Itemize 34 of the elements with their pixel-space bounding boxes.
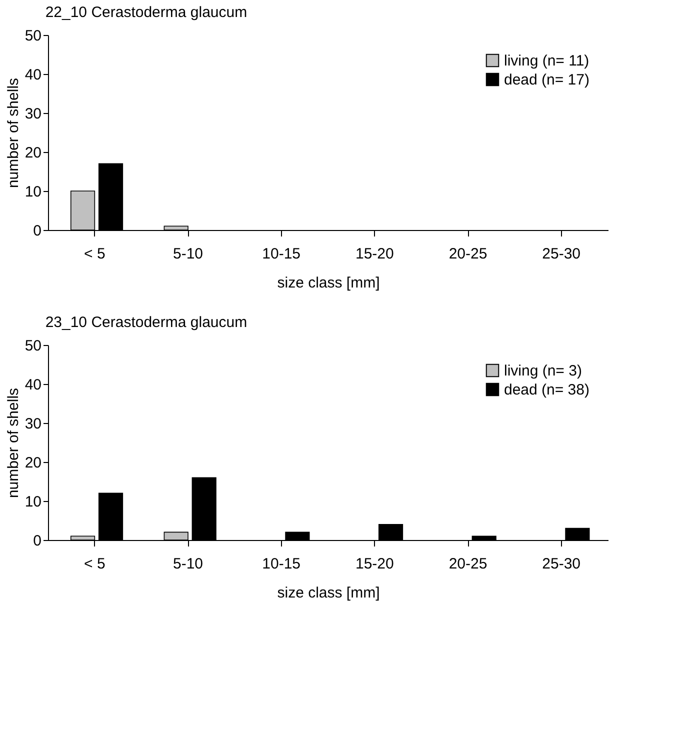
x-tick-label: 25-30 (542, 246, 581, 262)
chart-title: 22_10 Cerastoderma glaucum (45, 4, 248, 21)
chart-title: 23_10 Cerastoderma glaucum (45, 314, 248, 331)
y-tick-label: 10 (24, 494, 42, 510)
y-tick-label: 50 (24, 338, 42, 354)
x-tick-label: 25-30 (542, 556, 581, 572)
legend-label: dead (n= 17) (504, 72, 590, 88)
y-tick-label: 30 (24, 106, 42, 122)
x-tick-label: 20-25 (448, 246, 488, 262)
y-axis-title: number of shells (4, 388, 22, 498)
y-tick-label: 0 (33, 222, 42, 240)
y-tick-label: 30 (24, 416, 42, 432)
y-tick-label: 40 (24, 376, 42, 394)
x-axis-title: size class [mm] (277, 274, 380, 292)
y-tick-label: 0 (33, 532, 42, 550)
legend-label: living (n= 3) (504, 362, 582, 380)
x-tick-label: 5-10 (172, 246, 204, 262)
legend-label: dead (n= 38) (504, 382, 590, 398)
legend-label: living (n= 11) (504, 52, 590, 70)
x-tick-label: 20-25 (448, 556, 488, 572)
x-tick-label: < 5 (84, 556, 106, 572)
x-tick-label: 15-20 (355, 246, 394, 262)
x-tick-label: < 5 (84, 246, 106, 262)
x-tick-label: 10-15 (262, 246, 301, 262)
x-tick-label: 10-15 (262, 556, 301, 572)
x-tick-label: 5-10 (172, 556, 204, 572)
y-axis-title: number of shells (4, 78, 22, 188)
y-tick-label: 10 (24, 184, 42, 200)
y-tick-label: 50 (24, 28, 42, 44)
y-tick-label: 20 (24, 454, 42, 472)
y-tick-label: 20 (24, 144, 42, 162)
x-tick-label: 15-20 (355, 556, 394, 572)
x-axis-title: size class [mm] (277, 584, 380, 602)
y-tick-label: 40 (24, 66, 42, 84)
